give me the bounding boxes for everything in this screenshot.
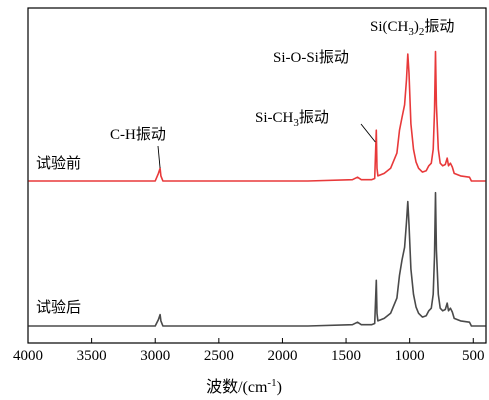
series-line-before xyxy=(28,50,486,182)
annotation-si-o-si: Si-O-Si振动 xyxy=(273,49,349,66)
x-axis: 4000 3500 3000 2500 2000 1500 1000 500 xyxy=(13,338,485,364)
x-tick-label-1500: 1500 xyxy=(331,348,361,364)
x-tick-label-500: 500 xyxy=(462,348,485,364)
x-tick-label-1000: 1000 xyxy=(395,348,425,364)
svg-text:C-H振动: C-H振动 xyxy=(110,126,166,143)
series-label-after: 试验后 xyxy=(36,299,81,316)
series-label-before: 试验前 xyxy=(36,155,81,172)
annotation-si-ch3: Si-CH3振动 xyxy=(255,109,376,143)
x-tick-label-4000: 4000 xyxy=(13,348,43,364)
svg-text:Si(CH3)2振动: Si(CH3)2振动 xyxy=(370,18,454,38)
x-tick-label-3000: 3000 xyxy=(140,348,170,364)
svg-text:Si-O-Si振动: Si-O-Si振动 xyxy=(273,49,349,66)
series-line-after xyxy=(28,191,486,327)
x-axis-title: 波数/(cm-1) xyxy=(206,377,282,396)
svg-text:Si-CH3振动: Si-CH3振动 xyxy=(255,109,329,129)
x-tick-label-2500: 2500 xyxy=(204,348,234,364)
series-layer xyxy=(28,50,486,327)
annotation-c-h: C-H振动 xyxy=(110,126,166,169)
annotation-si-ch3-2: Si(CH3)2振动 xyxy=(370,18,454,38)
x-tick-label-2000: 2000 xyxy=(267,348,297,364)
x-tick-label-3500: 3500 xyxy=(77,348,107,364)
plot-frame xyxy=(27,7,487,344)
